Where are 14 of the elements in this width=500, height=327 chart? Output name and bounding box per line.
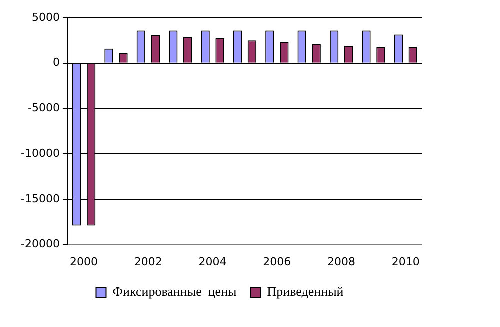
x-tick-label: 2004: [198, 255, 227, 268]
y-tick-label: 0: [52, 56, 60, 70]
x-tick-label: 2006: [263, 255, 292, 268]
y-tick-label: -10000: [20, 146, 60, 160]
legend-label: Приведенный: [267, 284, 344, 299]
x-tick-label: 2002: [134, 255, 162, 268]
y-tick-label: -15000: [20, 192, 60, 206]
y-tick-label: 5000: [32, 10, 60, 24]
x-tick-label: 2008: [328, 255, 356, 268]
x-tick-label: 2010: [392, 255, 420, 268]
legend-label: Фиксированные цены: [112, 284, 238, 299]
x-tick-label: 2000: [70, 255, 98, 268]
y-tick-label: -5000: [28, 102, 60, 115]
y-tick-label: -20000: [20, 238, 60, 251]
